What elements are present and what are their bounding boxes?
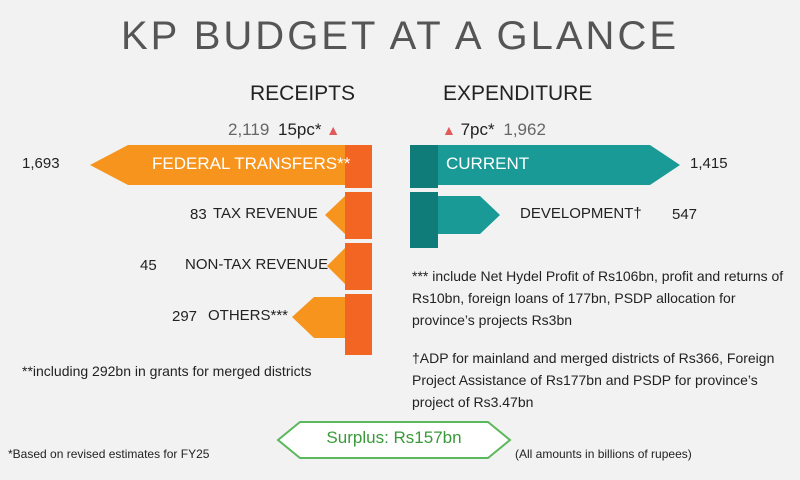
receipt-bar-nontax [327,248,345,284]
receipt-stripe-federal [345,145,372,355]
expenditure-total: 1,962 [503,120,546,139]
note-development: †ADP for mainland and merged districts o… [412,350,775,410]
expenditure-label-current: CURRENT [446,154,530,173]
expenditure-label-development: DEVELOPMENT† [520,205,642,222]
receipts-total: 2,119 [228,120,270,139]
expenditure-header: EXPENDITURE [443,82,593,105]
footer-note-estimates: *Based on revised estimates for FY25 [8,447,210,461]
receipts-change: 15pc* [278,120,322,139]
receipt-value-nontax: 45 [140,257,157,274]
up-triangle-icon: ▲ [326,122,341,138]
receipt-label-others: OTHERS*** [208,307,289,324]
expenditure-totals: ▲ 7pc* 1,962 [442,120,546,140]
receipt-bar-federal [90,145,345,185]
expenditure-value-current: 1,415 [690,155,728,172]
expenditure-value-development: 547 [672,206,698,223]
note-others: *** include Net Hydel Profit of Rs106bn,… [412,268,784,328]
receipt-value-tax: 83 [190,206,207,223]
up-triangle-icon: ▲ [442,122,456,138]
expenditure-bar-development [438,196,500,234]
receipt-value-federal: 1,693 [22,155,60,172]
receipt-value-others: 297 [172,308,198,325]
receipt-label-nontax: NON-TAX REVENUE [185,256,329,273]
expenditure-change: 7pc* [460,120,495,139]
receipts-totals: 2,119 15pc* ▲ [228,120,340,140]
expenditure-bar-current [438,145,680,185]
expenditure-stripe [410,145,438,248]
surplus-label: Surplus: Rs157bn [326,428,462,447]
receipts-header: RECEIPTS [250,82,356,105]
footer-note-units: (All amounts in billions of rupees) [515,447,692,461]
receipt-label-federal: FEDERAL TRANSFERS** [152,154,351,173]
note-federal-transfers: **including 292bn in grants for merged d… [22,363,312,379]
surplus-banner [276,421,512,459]
receipt-bar-others [292,297,345,338]
receipt-label-tax: TAX REVENUE [213,205,318,222]
receipt-bar-tax [325,196,345,234]
page-title: KP BUDGET AT A GLANCE [120,14,680,58]
